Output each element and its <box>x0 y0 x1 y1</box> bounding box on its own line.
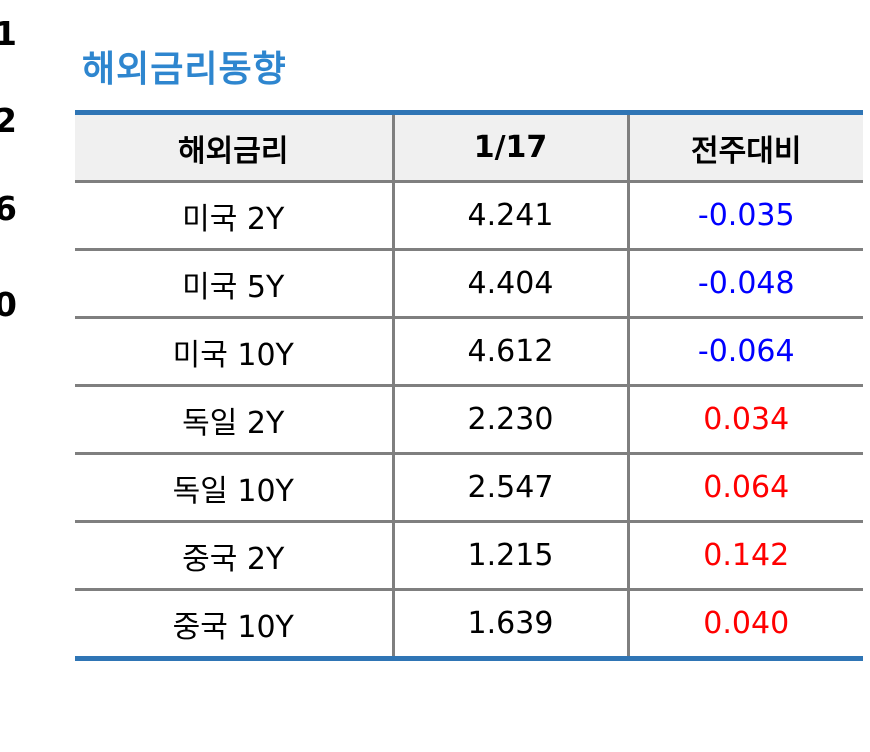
rate-name-cell: 독일 2Y <box>75 385 395 454</box>
table-row: 미국 5Y 4.404 -0.048 <box>75 249 863 318</box>
table-row: 중국 2Y 1.215 0.142 <box>75 521 863 590</box>
table-row: 중국 10Y 1.639 0.040 <box>75 589 863 659</box>
rate-value-cell: 4.404 <box>393 249 630 318</box>
edge-digit: 0 <box>0 285 17 324</box>
rate-name-cell: 중국 10Y <box>75 589 395 659</box>
table-row: 독일 2Y 2.230 0.034 <box>75 385 863 454</box>
rates-table: 해외금리 1/17 전주대비 미국 2Y 4.241 -0.035 미국 5Y … <box>75 110 863 661</box>
rate-name-cell: 미국 2Y <box>75 181 395 250</box>
page-title: 해외금리동향 <box>82 49 287 90</box>
table-row: 독일 10Y 2.547 0.064 <box>75 453 863 522</box>
rate-change-cell: 0.142 <box>703 538 790 573</box>
table-row: 미국 10Y 4.612 -0.064 <box>75 317 863 386</box>
edge-digit: 2 <box>0 101 17 140</box>
rate-value-cell: 4.612 <box>393 317 630 386</box>
header-rate-name: 해외금리 <box>75 112 395 183</box>
rate-name-cell: 중국 2Y <box>75 521 395 590</box>
edge-digit: 1 <box>0 14 17 53</box>
rate-change-cell: 0.040 <box>703 606 790 641</box>
rate-change-cell: 0.034 <box>703 402 790 437</box>
table-row: 미국 2Y 4.241 -0.035 <box>75 181 863 250</box>
rate-name-cell: 미국 10Y <box>75 317 395 386</box>
rate-change-cell: -0.035 <box>697 198 795 233</box>
table-header-row: 해외금리 1/17 전주대비 <box>75 112 863 183</box>
rate-value-cell: 4.241 <box>393 181 630 250</box>
header-weekly-change: 전주대비 <box>628 112 863 183</box>
rate-value-cell: 2.547 <box>393 453 630 522</box>
rate-change-cell: 0.064 <box>703 470 790 505</box>
header-date: 1/17 <box>393 112 630 183</box>
rate-value-cell: 1.215 <box>393 521 630 590</box>
rate-value-cell: 1.639 <box>393 589 630 659</box>
rate-name-cell: 독일 10Y <box>75 453 395 522</box>
edge-digit: 6 <box>0 189 17 228</box>
rate-value-cell: 2.230 <box>393 385 630 454</box>
rate-name-cell: 미국 5Y <box>75 249 395 318</box>
rate-change-cell: -0.048 <box>697 266 795 301</box>
rate-change-cell: -0.064 <box>697 334 795 369</box>
